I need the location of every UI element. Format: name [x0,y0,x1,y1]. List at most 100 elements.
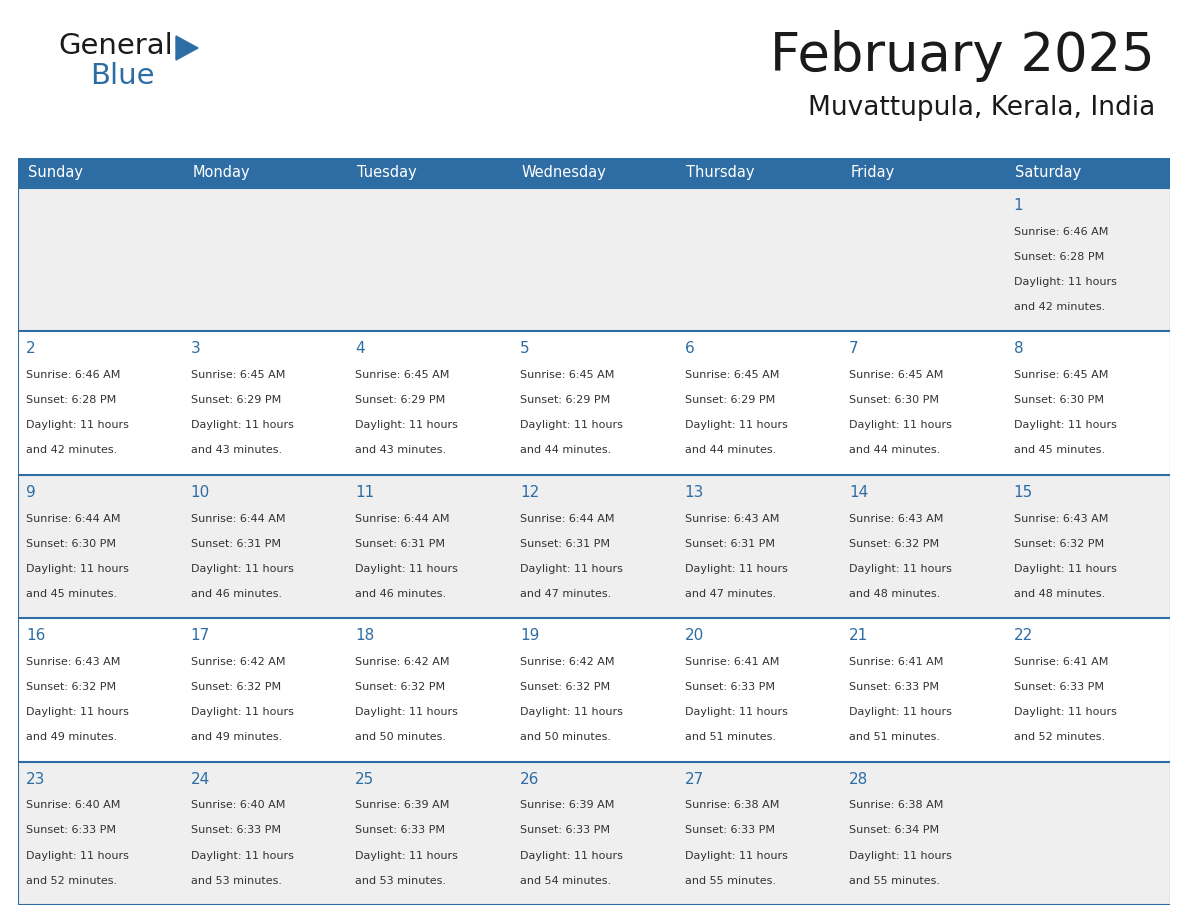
Text: Wednesday: Wednesday [522,165,606,181]
Text: 22: 22 [1013,628,1032,644]
Text: Sunset: 6:28 PM: Sunset: 6:28 PM [1013,252,1104,262]
Text: Sunrise: 6:43 AM: Sunrise: 6:43 AM [684,513,779,523]
Text: and 45 minutes.: and 45 minutes. [26,588,118,599]
Text: Sunset: 6:33 PM: Sunset: 6:33 PM [849,682,939,692]
Text: Sunrise: 6:41 AM: Sunrise: 6:41 AM [684,657,779,666]
Bar [512,331,676,475]
Bar [512,618,676,762]
Text: 13: 13 [684,485,703,499]
Bar [1005,475,1170,618]
Polygon shape [176,36,198,60]
Text: Sunrise: 6:41 AM: Sunrise: 6:41 AM [849,657,943,666]
Text: Daylight: 11 hours: Daylight: 11 hours [1013,277,1117,287]
Text: and 51 minutes.: and 51 minutes. [849,733,940,742]
Text: Sunset: 6:33 PM: Sunset: 6:33 PM [355,825,446,835]
Text: Sunrise: 6:45 AM: Sunrise: 6:45 AM [520,370,614,380]
Bar [676,188,841,331]
Text: Daylight: 11 hours: Daylight: 11 hours [1013,707,1117,717]
Text: Sunrise: 6:40 AM: Sunrise: 6:40 AM [191,800,285,811]
Bar [841,331,1005,475]
Text: Sunrise: 6:42 AM: Sunrise: 6:42 AM [520,657,614,666]
Text: Sunrise: 6:43 AM: Sunrise: 6:43 AM [1013,513,1108,523]
Text: Sunrise: 6:39 AM: Sunrise: 6:39 AM [355,800,450,811]
Bar [512,762,676,905]
Bar [347,475,512,618]
Text: 3: 3 [191,341,201,356]
Text: and 42 minutes.: and 42 minutes. [1013,302,1105,312]
Text: 10: 10 [191,485,210,499]
Text: Sunset: 6:29 PM: Sunset: 6:29 PM [520,396,611,405]
Text: Daylight: 11 hours: Daylight: 11 hours [684,564,788,574]
Text: Sunset: 6:29 PM: Sunset: 6:29 PM [684,396,775,405]
Text: Sunrise: 6:42 AM: Sunrise: 6:42 AM [355,657,450,666]
Text: Daylight: 11 hours: Daylight: 11 hours [684,850,788,860]
Text: and 46 minutes.: and 46 minutes. [355,588,447,599]
Text: 24: 24 [191,772,210,787]
Text: and 44 minutes.: and 44 minutes. [849,445,941,455]
Text: 6: 6 [684,341,694,356]
Text: 7: 7 [849,341,859,356]
Text: General: General [58,32,172,60]
Text: and 47 minutes.: and 47 minutes. [520,588,611,599]
Text: Daylight: 11 hours: Daylight: 11 hours [355,564,459,574]
Text: and 53 minutes.: and 53 minutes. [191,876,282,886]
Text: 8: 8 [1013,341,1023,356]
Text: Daylight: 11 hours: Daylight: 11 hours [520,564,623,574]
Text: and 55 minutes.: and 55 minutes. [684,876,776,886]
Text: and 42 minutes.: and 42 minutes. [26,445,118,455]
Text: Daylight: 11 hours: Daylight: 11 hours [684,420,788,431]
Text: Daylight: 11 hours: Daylight: 11 hours [1013,420,1117,431]
Text: Muvattupula, Kerala, India: Muvattupula, Kerala, India [808,95,1155,121]
Text: Sunset: 6:33 PM: Sunset: 6:33 PM [191,825,280,835]
Text: Sunset: 6:33 PM: Sunset: 6:33 PM [26,825,116,835]
Text: Sunset: 6:33 PM: Sunset: 6:33 PM [1013,682,1104,692]
Bar [18,331,183,475]
Text: Sunrise: 6:39 AM: Sunrise: 6:39 AM [520,800,614,811]
Bar [512,188,676,331]
Text: Sunrise: 6:45 AM: Sunrise: 6:45 AM [684,370,779,380]
Text: Sunrise: 6:45 AM: Sunrise: 6:45 AM [1013,370,1108,380]
Text: Sunset: 6:32 PM: Sunset: 6:32 PM [191,682,280,692]
Text: Daylight: 11 hours: Daylight: 11 hours [355,850,459,860]
Text: Thursday: Thursday [687,165,754,181]
Text: Sunrise: 6:43 AM: Sunrise: 6:43 AM [26,657,121,666]
Text: and 45 minutes.: and 45 minutes. [1013,445,1105,455]
Bar [841,475,1005,618]
Bar [183,475,347,618]
Bar [512,475,676,618]
Text: 15: 15 [1013,485,1032,499]
Text: Daylight: 11 hours: Daylight: 11 hours [684,707,788,717]
Text: Saturday: Saturday [1016,165,1081,181]
Text: Daylight: 11 hours: Daylight: 11 hours [191,850,293,860]
Text: Sunset: 6:30 PM: Sunset: 6:30 PM [1013,396,1104,405]
Text: Sunset: 6:30 PM: Sunset: 6:30 PM [26,539,116,549]
Text: Sunrise: 6:44 AM: Sunrise: 6:44 AM [355,513,450,523]
Bar [347,762,512,905]
Text: and 49 minutes.: and 49 minutes. [191,733,282,742]
Text: Sunset: 6:32 PM: Sunset: 6:32 PM [520,682,611,692]
Text: Sunrise: 6:46 AM: Sunrise: 6:46 AM [26,370,121,380]
Text: Daylight: 11 hours: Daylight: 11 hours [1013,564,1117,574]
Text: Daylight: 11 hours: Daylight: 11 hours [191,420,293,431]
Text: and 44 minutes.: and 44 minutes. [520,445,611,455]
Text: Sunset: 6:31 PM: Sunset: 6:31 PM [355,539,446,549]
Text: Daylight: 11 hours: Daylight: 11 hours [520,420,623,431]
Text: Sunset: 6:29 PM: Sunset: 6:29 PM [191,396,282,405]
Text: and 49 minutes.: and 49 minutes. [26,733,118,742]
Bar [676,762,841,905]
Text: 2: 2 [26,341,36,356]
Text: Sunset: 6:33 PM: Sunset: 6:33 PM [520,825,609,835]
Text: Daylight: 11 hours: Daylight: 11 hours [26,707,129,717]
Text: Sunrise: 6:40 AM: Sunrise: 6:40 AM [26,800,121,811]
Bar [347,331,512,475]
Text: Sunrise: 6:44 AM: Sunrise: 6:44 AM [191,513,285,523]
Text: Sunrise: 6:44 AM: Sunrise: 6:44 AM [520,513,614,523]
Text: and 43 minutes.: and 43 minutes. [355,445,447,455]
Text: 4: 4 [355,341,365,356]
Text: Sunrise: 6:38 AM: Sunrise: 6:38 AM [684,800,779,811]
Text: 1: 1 [1013,198,1023,213]
Bar [1005,331,1170,475]
Bar [841,618,1005,762]
Bar [347,158,512,188]
Text: and 47 minutes.: and 47 minutes. [684,588,776,599]
